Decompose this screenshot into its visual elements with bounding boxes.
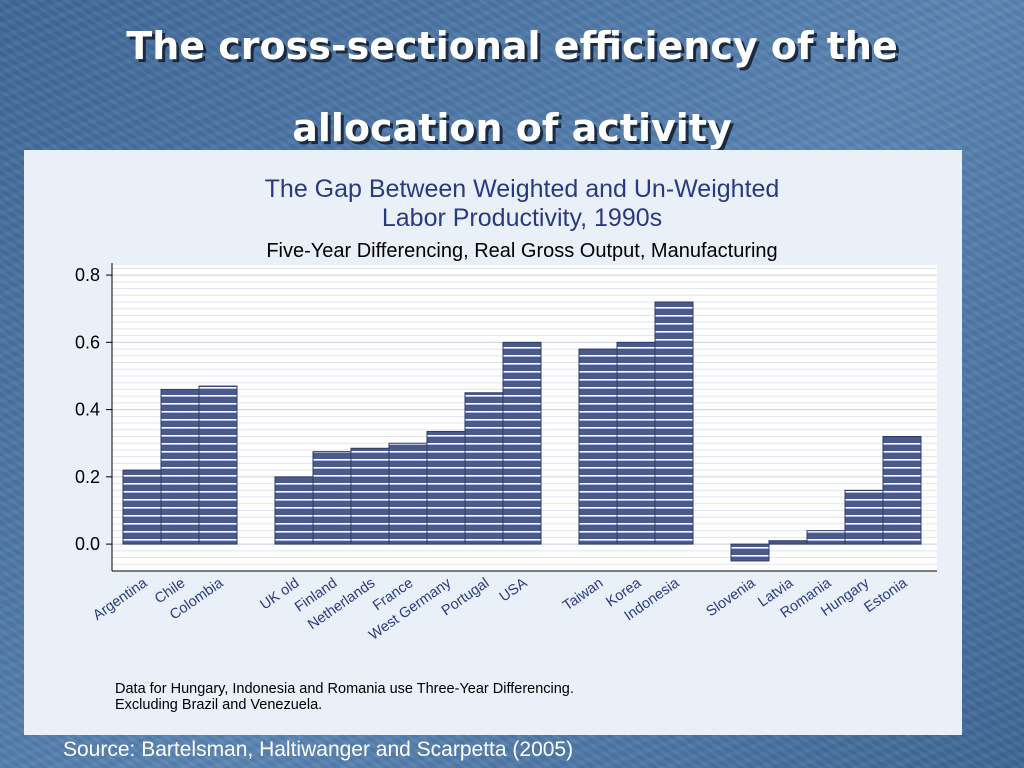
bar-chile [160, 388, 200, 545]
slide-title: The cross-sectional efficiency of the al… [0, 2, 1024, 172]
chart-title-line1: The Gap Between Weighted and Un-Weighted [265, 175, 780, 203]
slide-title-line2: allocation of activity [292, 106, 732, 150]
bar-uk-old [274, 476, 314, 545]
bars [122, 301, 922, 562]
bar-slovenia [730, 543, 770, 562]
x-tick-label: Taiwan [560, 575, 606, 614]
bar-chart: The Gap Between Weighted and Un-Weighted… [75, 175, 937, 713]
y-tick-label: 0.4 [75, 400, 100, 420]
bar-hungary [844, 489, 884, 545]
bar-korea [616, 341, 656, 545]
x-tick-label: USA [497, 575, 531, 605]
chart-note-line1: Data for Hungary, Indonesia and Romania … [115, 681, 574, 697]
chart-note-line2: Excluding Brazil and Venezuela. [115, 697, 322, 713]
chart-title-line2: Labor Productivity, 1990s [382, 204, 662, 232]
y-tick-label: 0.2 [75, 467, 100, 487]
bar-france [388, 442, 428, 545]
axes [111, 263, 937, 572]
y-axis-ticks: 0.8 0.6 0.4 0.2 0.0 [75, 265, 112, 554]
source-citation: Source: Bartelsman, Haltiwanger and Scar… [63, 738, 574, 761]
x-tick-label: Argentina [90, 575, 151, 624]
bar-latvia [768, 540, 808, 545]
bar-colombia [198, 385, 238, 545]
bar-usa [502, 341, 542, 545]
chart-panel: The Gap Between Weighted and Un-Weighted… [24, 150, 962, 735]
chart-subtitle: Five-Year Differencing, Real Gross Outpu… [266, 240, 777, 262]
x-tick-label: Estonia [861, 575, 911, 616]
bar-west-germany [426, 430, 466, 545]
bar-netherlands [350, 447, 390, 545]
y-tick-label: 0.6 [75, 332, 100, 352]
bar-taiwan [578, 348, 618, 545]
y-tick-label: 0.8 [75, 265, 100, 285]
bar-portugal [464, 392, 504, 545]
x-tick-label: Slovenia [704, 575, 760, 621]
slide-title-line1: The cross-sectional efficiency of the [126, 24, 898, 68]
bar-romania [806, 530, 846, 545]
y-tick-label: 0.0 [75, 534, 100, 554]
bar-finland [312, 451, 352, 545]
bar-argentina [122, 469, 162, 545]
bar-estonia [882, 435, 922, 545]
bar-indonesia [654, 301, 694, 545]
